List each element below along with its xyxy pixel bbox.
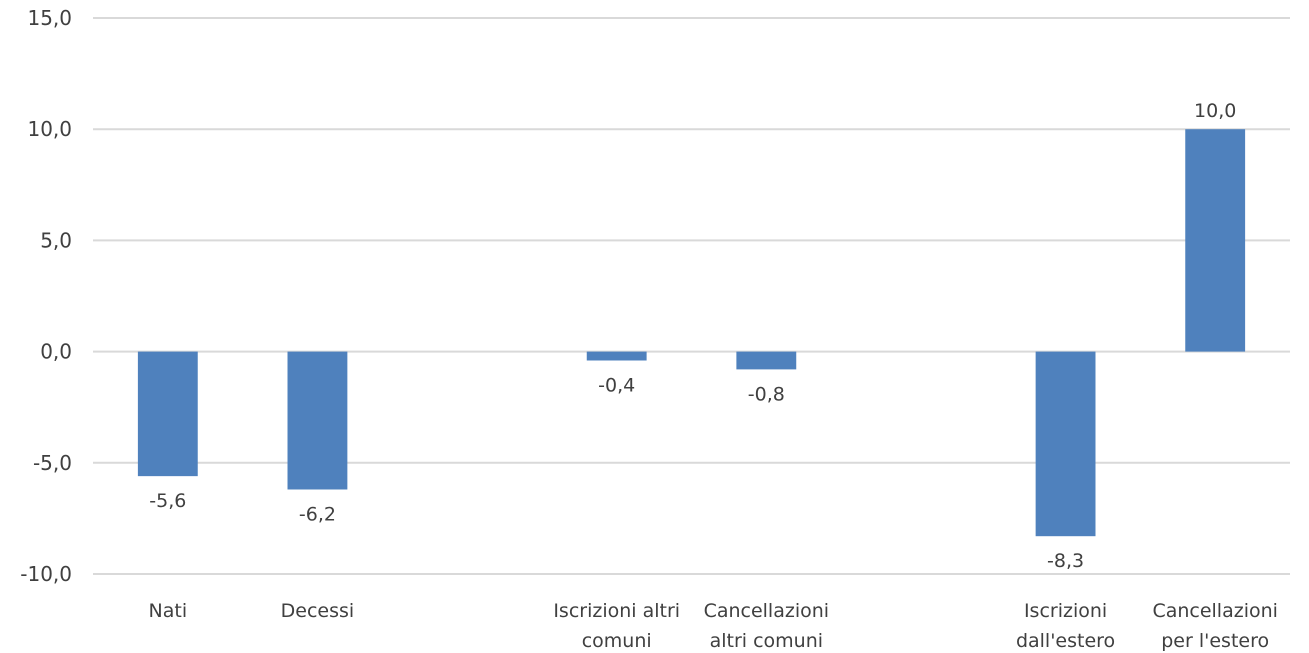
y-tick-label: 0,0 xyxy=(40,340,72,364)
data-label: -6,2 xyxy=(299,503,336,525)
y-tick-label: 10,0 xyxy=(27,117,72,141)
bar xyxy=(1035,351,1096,537)
y-axis-tick-labels: -10,0 -5,0 0,0 5,0 10,0 15,0 xyxy=(20,6,72,586)
category-label: altri comuni xyxy=(710,630,823,652)
gridlines xyxy=(93,17,1290,575)
data-label: -0,8 xyxy=(748,383,785,405)
category-label: Nati xyxy=(149,600,188,622)
category-label: Cancellazioni xyxy=(704,600,830,622)
y-tick-label: 15,0 xyxy=(27,6,72,30)
data-label: -0,4 xyxy=(598,374,635,396)
category-label: comuni xyxy=(582,630,652,652)
data-labels: -5,6 -6,2 -0,4 -0,8 -8,3 10,0 xyxy=(149,100,1236,572)
data-label: -5,6 xyxy=(149,490,186,512)
y-tick-label: -5,0 xyxy=(33,451,72,475)
data-label: 10,0 xyxy=(1194,100,1236,122)
bar xyxy=(736,351,797,370)
category-label: dall'estero xyxy=(1016,630,1115,652)
y-tick-label: -10,0 xyxy=(20,562,72,586)
bar xyxy=(287,351,348,490)
bar xyxy=(586,351,647,361)
bars xyxy=(137,129,1246,537)
category-labels: Nati Decessi Iscrizioni altri comuni Cancell… xyxy=(149,600,1278,652)
bar xyxy=(137,351,198,477)
bar xyxy=(1185,129,1246,352)
category-label: Iscrizioni xyxy=(1024,600,1107,622)
category-label: per l'estero xyxy=(1161,630,1269,652)
y-tick-label: 5,0 xyxy=(40,228,72,252)
category-label: Cancellazioni xyxy=(1152,600,1278,622)
data-label: -8,3 xyxy=(1047,550,1084,572)
category-label: Decessi xyxy=(281,600,355,622)
category-label: Iscrizioni altri xyxy=(553,600,680,622)
